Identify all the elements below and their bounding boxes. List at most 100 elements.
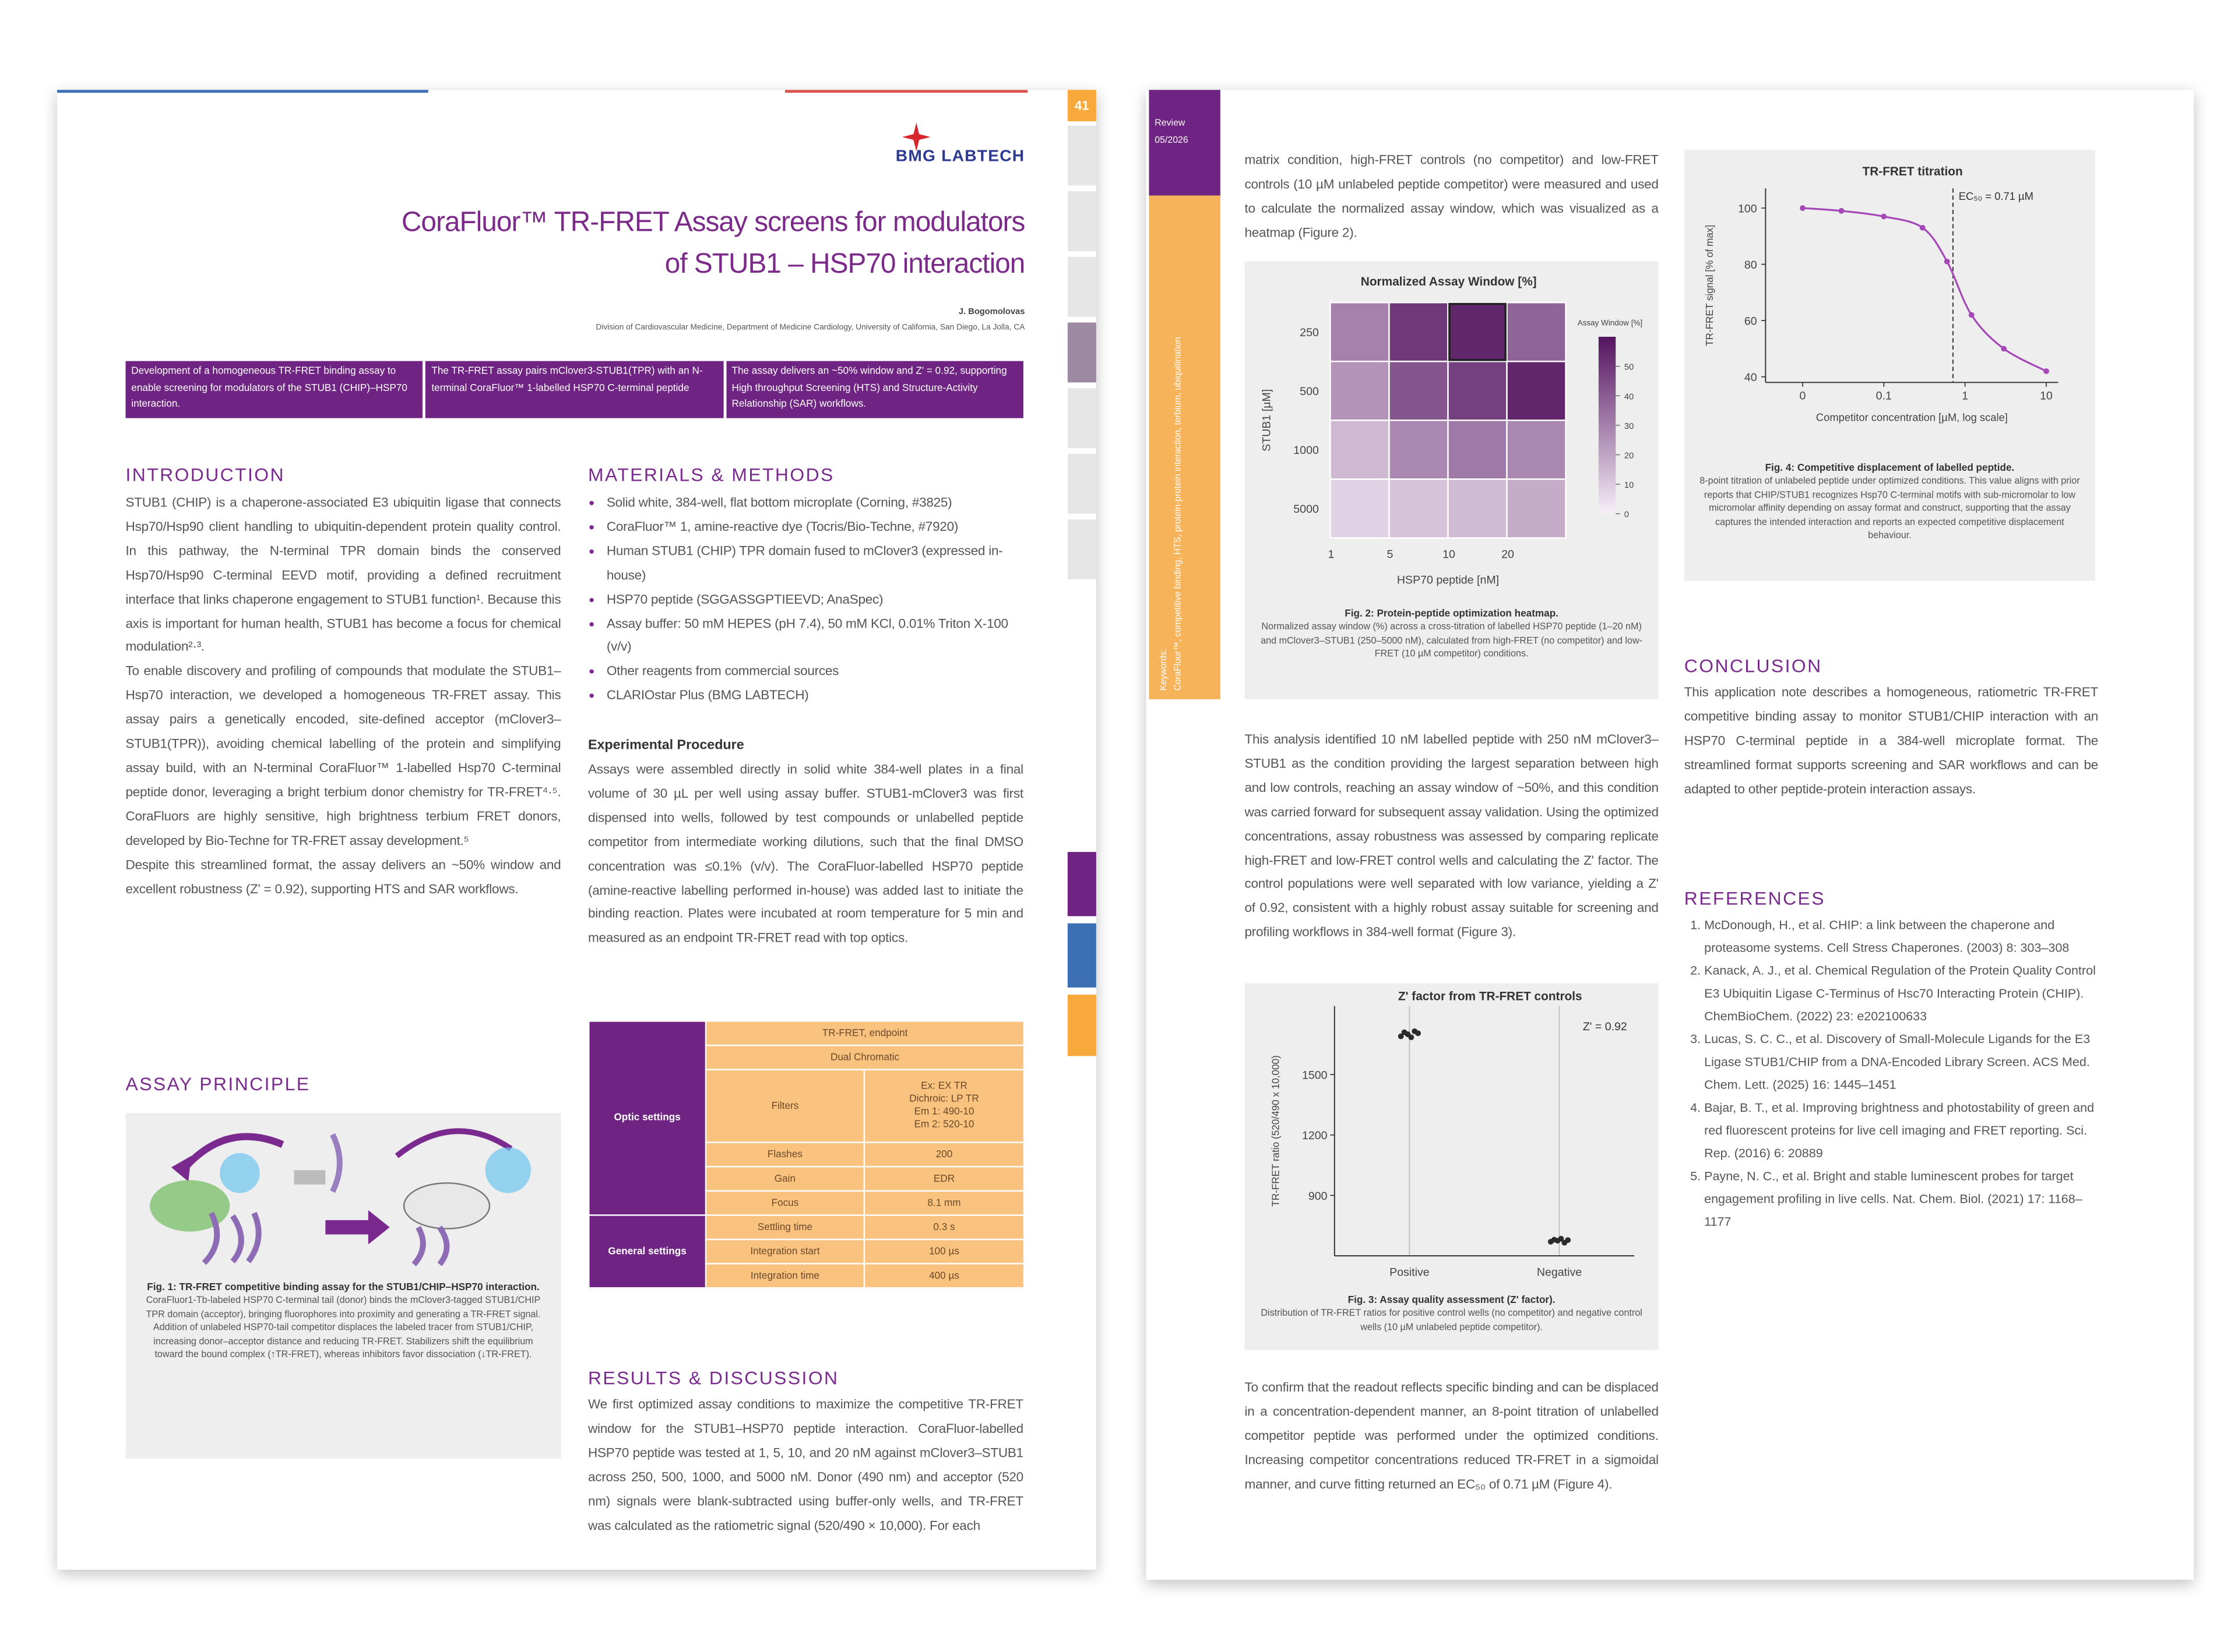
- x-tick-label: 1: [1962, 390, 1968, 403]
- data-point: [1565, 1237, 1571, 1244]
- data-point: [1800, 205, 1806, 211]
- colorbar-tick-label: 50: [1624, 363, 1634, 372]
- heatmap-chart: Normalized Assay Window [%]2505001000500…: [1261, 275, 1643, 587]
- data-point: [1919, 224, 1926, 231]
- logo-star: [902, 122, 931, 152]
- chart-title: Normalized Assay Window [%]: [1361, 275, 1537, 288]
- heatmap-cell: [1447, 478, 1508, 539]
- y-tick-label: 1500: [1302, 1069, 1328, 1082]
- tab-label: Review: [1155, 118, 1185, 129]
- table-row: Integration time 400 µs: [589, 1263, 1025, 1289]
- data-point: [1408, 1034, 1414, 1041]
- colorbar-tick-label: 10: [1624, 481, 1634, 490]
- title: CoraFluor™ TR-FRET Assay screens for mod…: [286, 203, 1025, 286]
- x-tick-label: 20: [1501, 548, 1514, 561]
- heatmap-cell: [1506, 301, 1567, 362]
- reference: Kanack, A. J., et al. Chemical Regulatio…: [1704, 959, 2098, 1028]
- y-axis-label: TR-FRET signal [% of max]: [1704, 225, 1715, 346]
- colorbar-tick-label: 40: [1624, 392, 1634, 401]
- group-label: Optic settings: [587, 1020, 707, 1216]
- table-cell: Settling time: [705, 1214, 865, 1241]
- caption-title: Fig. 4: Competitive displacement of labe…: [1765, 463, 2015, 474]
- data-point: [1944, 258, 1950, 265]
- top-rule: [784, 90, 1028, 93]
- donor-glow: [485, 1147, 532, 1193]
- subheading: Experimental Procedure: [587, 738, 744, 754]
- table-cell: 200: [863, 1142, 1025, 1168]
- highlight: The TR-FRET assay pairs mClover3-STUB1(T…: [426, 361, 726, 418]
- caption-text: Distribution of TR-FRET ratios for posit…: [1261, 1309, 1642, 1333]
- y-tick-label: 5000: [1293, 503, 1319, 516]
- heatmap-cell: [1329, 301, 1390, 362]
- data-point: [1838, 207, 1845, 214]
- y-axis-label: STUB1 [µM]: [1261, 389, 1273, 452]
- paragraph: matrix condition, high-FRET controls (no…: [1244, 153, 1659, 239]
- list-item: CoraFluor™ 1, amine-reactive dye (Tocris…: [607, 515, 1023, 539]
- data-point: [2001, 346, 2007, 352]
- y-tick-label: 40: [1744, 371, 1757, 384]
- table-cell: Integration start: [705, 1238, 865, 1264]
- section-heading: REFERENCES: [1684, 887, 1825, 910]
- y-axis-label: TR-FRET ratio (520/490 x 10,000): [1269, 1055, 1281, 1207]
- heatmap-cell: [1447, 420, 1508, 480]
- bullet-list: Solid white, 384-well, flat bottom micro…: [588, 491, 1023, 708]
- side-tab: [1067, 453, 1096, 514]
- data-point: [1415, 1030, 1421, 1037]
- table-row: Filters Ex: EX TR Dichroic: LP TR Em 1: …: [589, 1069, 1025, 1143]
- reference: McDonough, H., et al. CHIP: a link betwe…: [1704, 913, 2098, 959]
- heatmap-cell: [1388, 420, 1449, 480]
- side-tab: [1067, 256, 1096, 317]
- highlight-border: [1448, 302, 1507, 361]
- y-tick-label: 250: [1300, 326, 1319, 339]
- heatmap-cell: [1447, 360, 1508, 421]
- ec50-label: EC₅₀ = 0.71 µM: [1959, 190, 2033, 202]
- table-cell: 400 µs: [863, 1263, 1025, 1289]
- arrow: [180, 1133, 284, 1173]
- chart-title: TR-FRET titration: [1863, 165, 1963, 178]
- peptide: [330, 1133, 343, 1193]
- issue-tab: Review 05/2026: [1149, 90, 1220, 196]
- side-icon: [1067, 923, 1096, 988]
- table-row: Dual Chromatic: [589, 1044, 1025, 1070]
- references: McDonough, H., et al. CHIP: a link betwe…: [1684, 913, 2098, 1233]
- paragraph: To enable discovery and profiling of com…: [125, 664, 561, 847]
- table-cell: Ex: EX TR Dichroic: LP TR Em 1: 490-10 E…: [863, 1069, 1025, 1143]
- x-axis-label: Competitor concentration [µM, log scale]: [1816, 411, 2008, 423]
- paragraph: To confirm that the readout reflects spe…: [1244, 1380, 1659, 1491]
- page-tab: 41: [1067, 90, 1096, 122]
- cell-line: Ex: EX TR: [921, 1082, 967, 1092]
- reference: Payne, N. C., et al. Bright and stable l…: [1704, 1164, 2098, 1233]
- table-cell: 0.3 s: [863, 1214, 1025, 1241]
- helix: [411, 1225, 450, 1267]
- y-tick-label: 1200: [1302, 1129, 1328, 1142]
- data-point: [1968, 312, 1975, 318]
- table-cell: 8.1 mm: [863, 1190, 1025, 1216]
- reference: Bajar, B. T., et al. Improving brightnes…: [1704, 1096, 2098, 1165]
- side-icon: [1067, 994, 1096, 1056]
- y-tick-label: 1000: [1293, 444, 1319, 457]
- heatmap-cell: [1388, 478, 1449, 539]
- figure-3: Z' factor from TR-FRET controls Z' = 0.92…: [1244, 983, 1659, 1350]
- materials-list: Solid white, 384-well, flat bottom micro…: [588, 491, 1023, 708]
- heatmap-cell: [1388, 360, 1449, 421]
- keywords-heading: Keywords:: [1159, 649, 1169, 691]
- arrowhead: [171, 1156, 192, 1182]
- section-heading: RESULTS & DISCUSSION: [587, 1367, 839, 1389]
- heatmap-cell: [1506, 420, 1567, 480]
- figure-2: Normalized Assay Window [%] 250 500 1000 500…: [1244, 261, 1659, 700]
- colorbar-tick-label: 20: [1624, 452, 1634, 461]
- item-text: CoraFluor™ 1, amine-reactive dye (Tocris…: [606, 519, 959, 534]
- y-tick-label: 80: [1744, 259, 1757, 272]
- figure-caption: Fig. 1: TR-FRET competitive binding assa…: [143, 1281, 544, 1362]
- table-row: Flashes 200: [589, 1142, 1025, 1168]
- heatmap-cell: [1447, 301, 1508, 362]
- x-tick-label: 0.1: [1876, 390, 1892, 403]
- cell-line: Em 1: 490-10: [914, 1107, 974, 1118]
- data-point: [1881, 213, 1887, 220]
- logo: BMG LABTECH: [895, 148, 1025, 166]
- side-tab: [1067, 191, 1096, 252]
- highlights: Development of a homogeneous TR-FRET bin…: [125, 361, 1023, 418]
- arrow: [325, 1210, 390, 1245]
